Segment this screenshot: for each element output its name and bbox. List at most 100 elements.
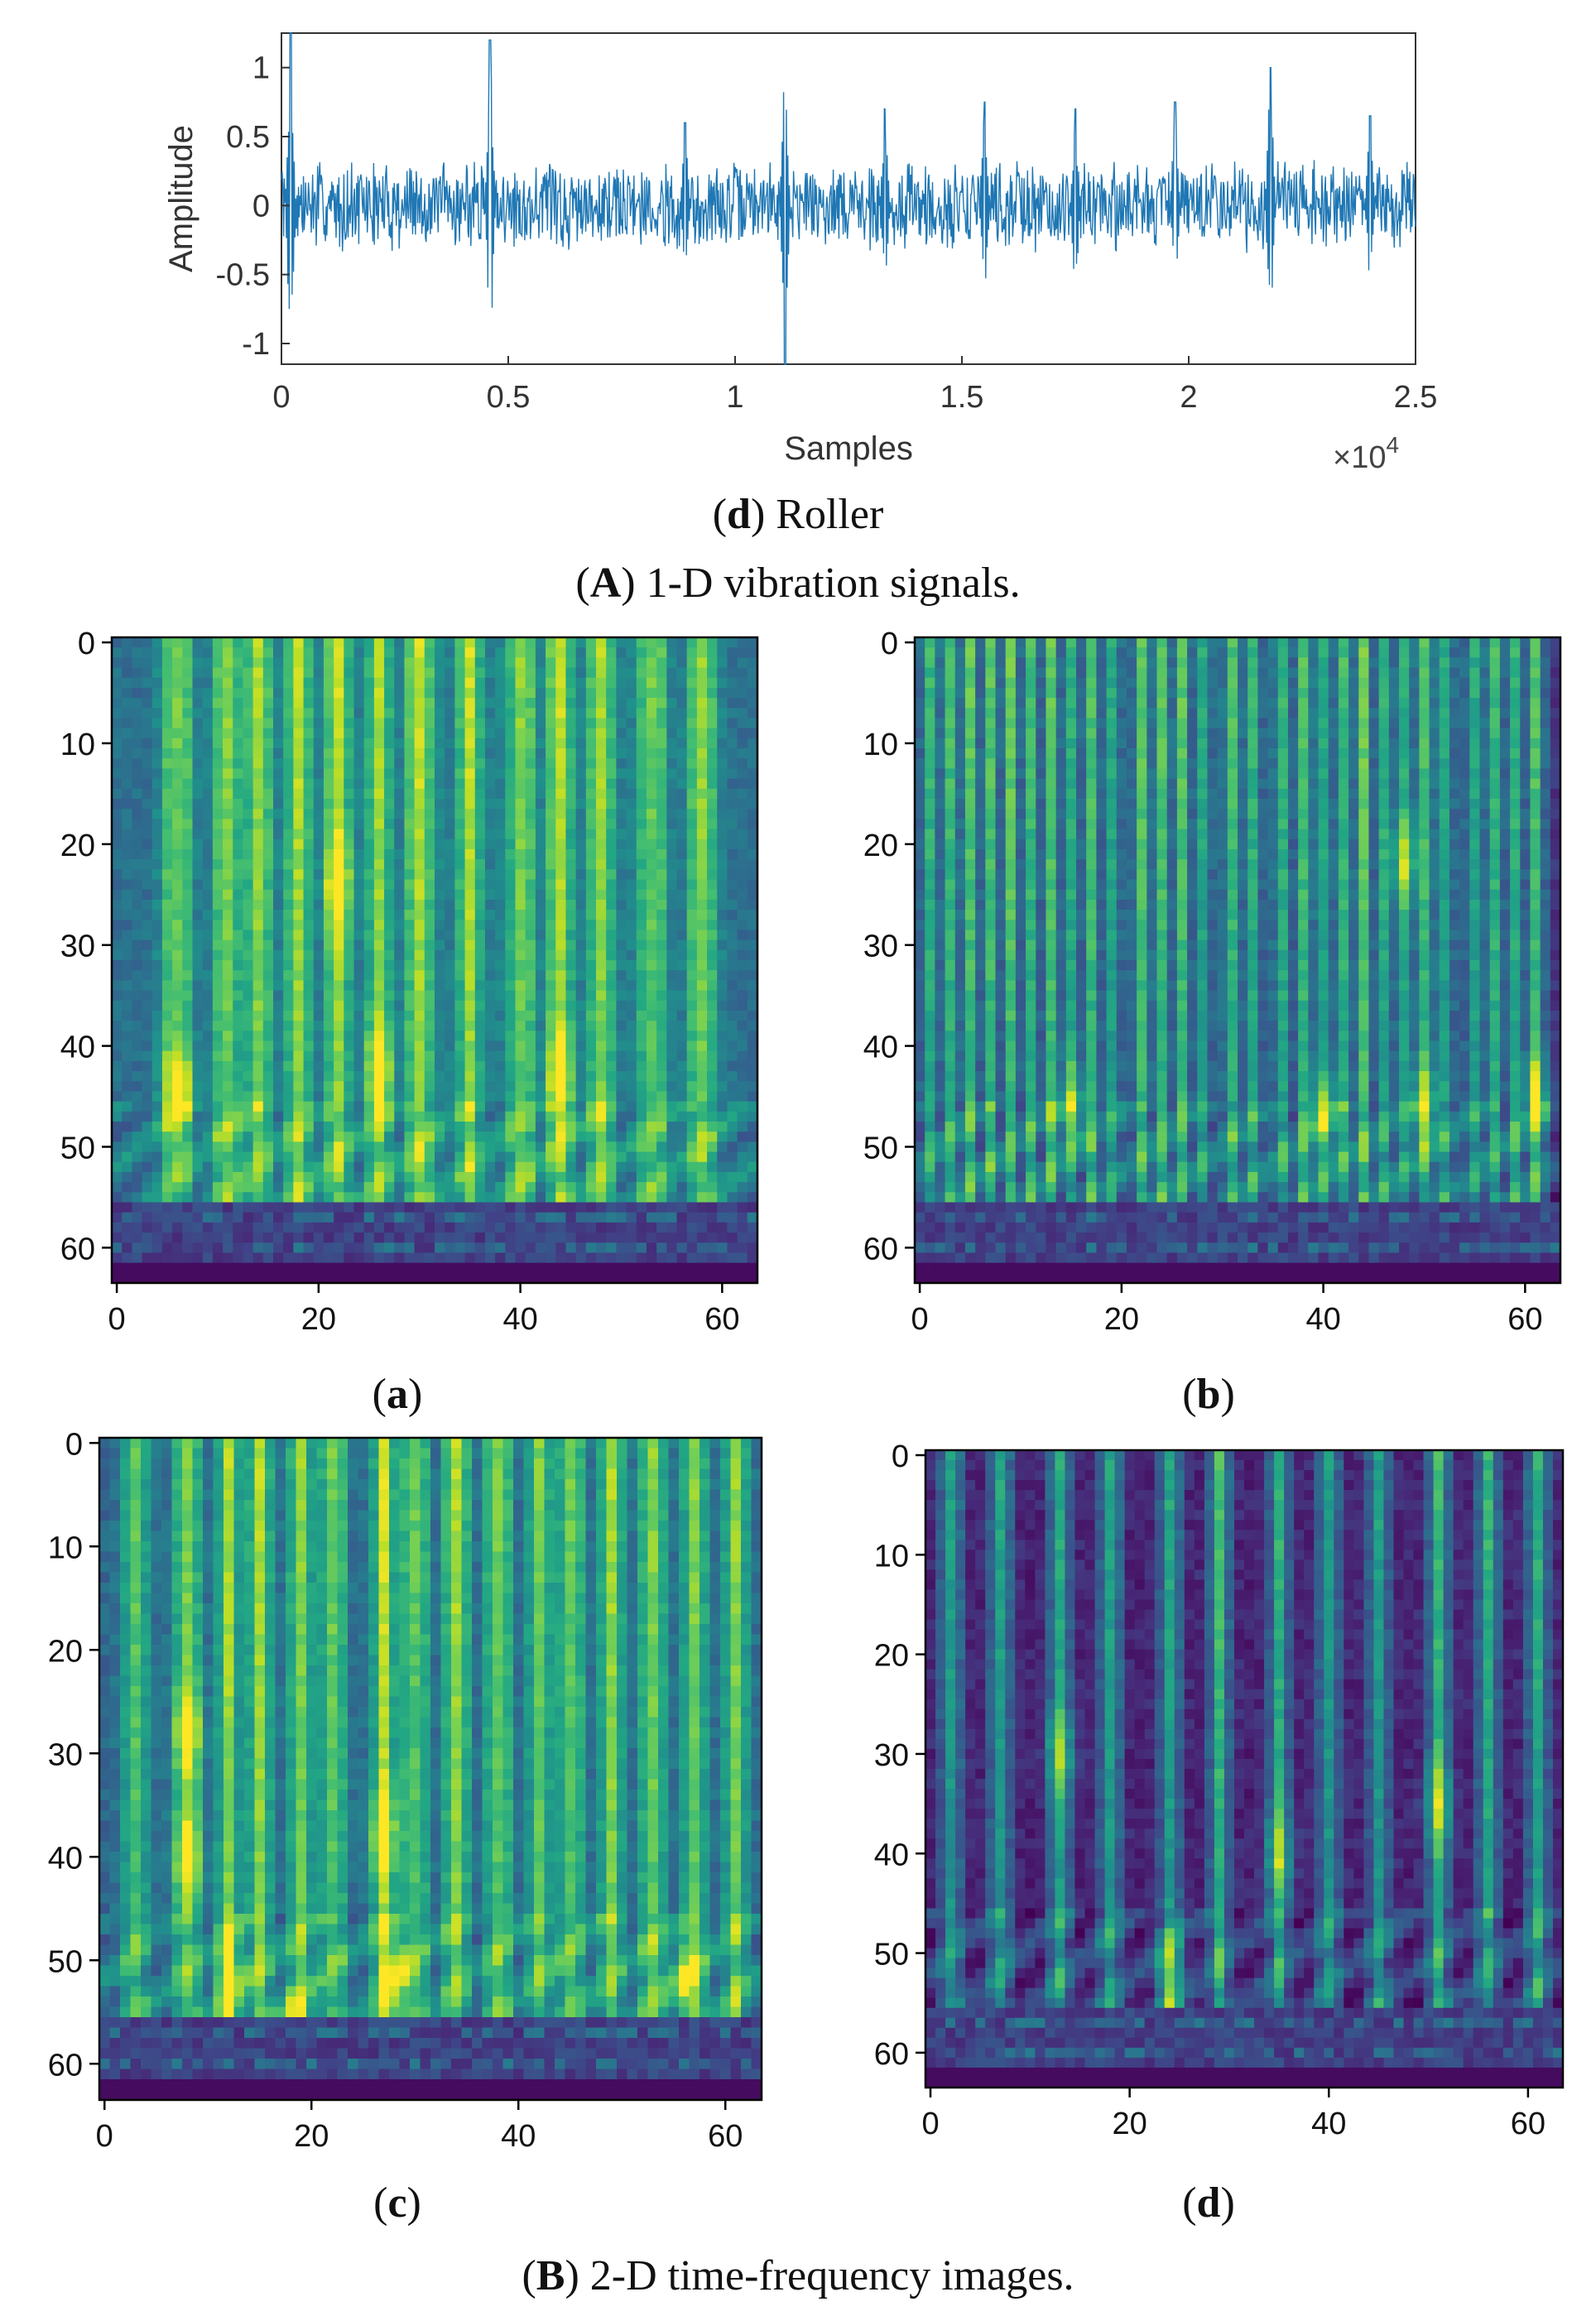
heatmap-cell [1287,677,1299,689]
heatmap-cell [353,1060,365,1072]
heatmap-cell [1227,677,1238,689]
heatmap-cell [515,889,526,901]
heatmap-cell [373,920,385,931]
heatmap-cell [737,718,748,729]
heatmap-cell [505,1151,517,1163]
heatmap-cell [313,1040,324,1052]
heatmap-cell [1469,657,1481,669]
heatmap-cell [646,1242,657,1254]
heatmap-cell [161,809,173,819]
heatmap-cell [1197,718,1209,729]
heatmap-cell [1046,708,1057,719]
heatmap-cell [686,1182,698,1193]
heatmap-cell [495,930,506,941]
heatmap-cell [262,738,274,749]
heatmap-cell [535,1232,546,1243]
heatmap-cell [202,708,214,719]
heatmap-cell [474,687,486,699]
heatmap-cell [112,1151,123,1163]
heatmap-cell [676,677,688,689]
heatmap-cell [707,829,718,840]
heatmap-cell [303,1171,315,1183]
heatmap-cell [223,1091,233,1103]
heatmap-cell [223,869,233,881]
heatmap-cell [1399,728,1410,739]
heatmap-cell [445,879,455,891]
heatmap-cell [515,939,526,951]
heatmap-cell [334,990,344,1002]
heatmap-cell [646,1122,657,1132]
heatmap-cell [454,920,466,931]
heatmap-cell [575,1192,587,1204]
heatmap-cell [546,1212,556,1223]
heatmap-cell [606,708,617,719]
heatmap-cell [212,718,224,729]
heatmap-cell [243,718,254,729]
heatmap-cell [394,1040,406,1052]
heatmap-cell [575,1122,587,1132]
heatmap-cell [1026,738,1036,749]
heatmap-cell [243,1232,254,1243]
heatmap-cell [505,829,517,840]
heatmap-cell [112,1081,123,1093]
heatmap-cell [323,778,334,790]
heatmap-cell [727,838,738,850]
heatmap-cell [707,930,718,941]
heatmap-cell [575,829,587,840]
heatmap-cell [384,910,395,920]
heatmap-cell [273,869,284,881]
heatmap-cell [1510,677,1521,689]
heatmap-cell [596,748,607,759]
heatmap-cell [696,1182,708,1193]
heatmap-cell [334,1202,344,1213]
heatmap-cell [233,1021,244,1031]
heatmap-cell [737,667,748,679]
heatmap-cell [1166,748,1178,759]
heatmap-cell [1510,758,1521,770]
heatmap-cell [233,667,244,679]
heatmap-cell [303,748,315,759]
heatmap-cell [1499,728,1511,739]
heatmap-cell [565,1000,577,1011]
heatmap-cell [313,809,324,819]
heatmap-cell [707,1262,718,1274]
heatmap-cell [414,718,425,729]
heatmap-cell [1187,758,1198,770]
heatmap-cell [686,667,698,679]
heatmap-cell [505,799,517,810]
heatmap-cell [334,677,344,689]
heatmap-cell [474,859,486,870]
heatmap-cell [404,859,416,870]
heatmap-cell [273,728,284,739]
heatmap-cell [696,990,708,1002]
heatmap-cell [555,677,567,689]
heatmap-cell [707,778,718,790]
heatmap-cell [414,1122,425,1132]
heatmap-cell [707,1192,718,1204]
heatmap-cell [1267,728,1279,739]
heatmap-cell [303,667,315,679]
heatmap-cell [182,778,194,790]
heatmap-cell [1277,698,1289,709]
heatmap-cell [243,1192,254,1204]
heatmap-cell [707,1071,718,1082]
heatmap-cell [747,1222,758,1233]
heatmap-cell [596,869,607,881]
heatmap-cell [1469,728,1481,739]
heatmap-cell [142,1021,153,1031]
heatmap-cell [334,788,344,800]
heatmap-cell [323,1071,334,1082]
heatmap-cell [182,1071,194,1082]
heatmap-cell [273,1161,284,1173]
heatmap-cell [273,939,284,951]
heatmap-cell [1298,728,1309,739]
heatmap-cell [252,1252,264,1264]
heatmap-cell [1358,698,1370,709]
heatmap-cell [122,1132,132,1142]
heatmap-cell [696,869,708,881]
heatmap-cell [112,920,123,931]
heatmap-cell [1298,738,1309,749]
heatmap-cell [384,899,395,911]
heatmap-cell [1499,758,1511,770]
heatmap-cell [151,1182,163,1193]
